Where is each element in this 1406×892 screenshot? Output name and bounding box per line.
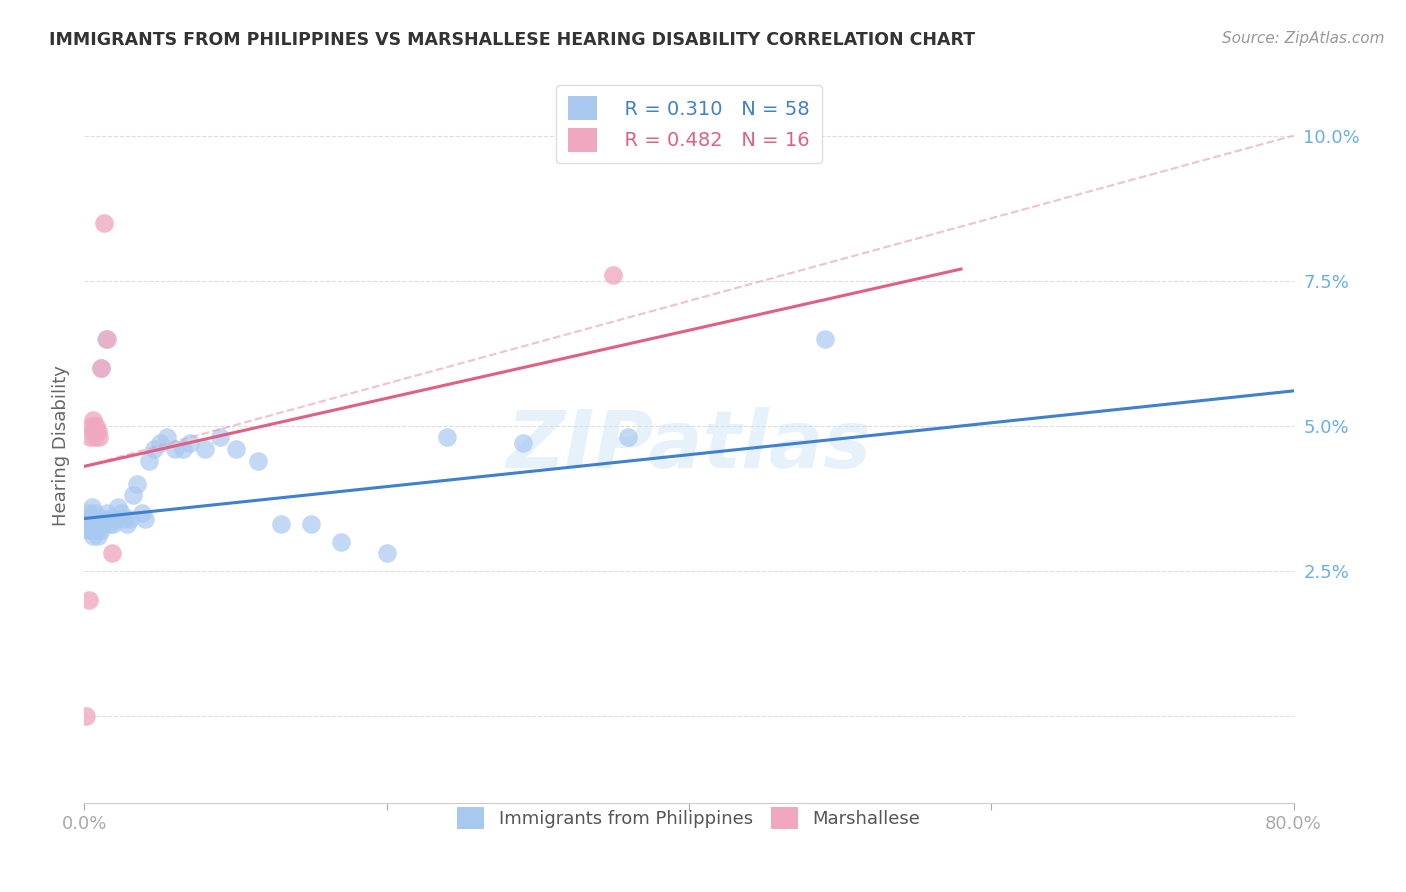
Point bbox=[94, 332, 117, 346]
Point bbox=[110, 506, 132, 520]
Point bbox=[814, 332, 837, 346]
Point bbox=[247, 453, 270, 467]
Point bbox=[98, 517, 121, 532]
Point bbox=[79, 511, 101, 525]
Point bbox=[76, 511, 98, 525]
Point bbox=[79, 430, 101, 444]
Point bbox=[299, 517, 322, 532]
Point bbox=[77, 517, 100, 532]
Point bbox=[90, 360, 112, 375]
Point bbox=[165, 442, 187, 456]
Point bbox=[77, 506, 100, 520]
Point bbox=[89, 430, 111, 444]
Point bbox=[121, 488, 143, 502]
Point bbox=[100, 511, 122, 525]
Point bbox=[84, 425, 107, 439]
Text: Source: ZipAtlas.com: Source: ZipAtlas.com bbox=[1222, 31, 1385, 46]
Point bbox=[86, 418, 108, 433]
Point bbox=[436, 430, 458, 444]
Point bbox=[80, 418, 103, 433]
Point bbox=[91, 517, 114, 532]
Point bbox=[84, 517, 107, 532]
Point bbox=[172, 442, 194, 456]
Point bbox=[617, 430, 640, 444]
Point bbox=[75, 708, 97, 723]
Point bbox=[87, 517, 110, 532]
Legend: Immigrants from Philippines, Marshallese: Immigrants from Philippines, Marshallese bbox=[450, 800, 928, 837]
Point bbox=[96, 506, 118, 520]
Point bbox=[127, 476, 149, 491]
Point bbox=[82, 511, 104, 525]
Point bbox=[104, 511, 127, 525]
Point bbox=[87, 529, 110, 543]
Point bbox=[90, 360, 112, 375]
Point bbox=[156, 430, 179, 444]
Point bbox=[86, 511, 108, 525]
Point bbox=[80, 517, 103, 532]
Point bbox=[149, 436, 172, 450]
Point bbox=[89, 511, 111, 525]
Point bbox=[96, 332, 118, 346]
Point bbox=[138, 453, 160, 467]
Point bbox=[375, 546, 398, 560]
Point bbox=[270, 517, 292, 532]
Point bbox=[179, 436, 201, 450]
Point bbox=[97, 511, 120, 525]
Point bbox=[101, 517, 124, 532]
Point bbox=[75, 517, 97, 532]
Point bbox=[330, 534, 353, 549]
Point bbox=[79, 523, 101, 537]
Point bbox=[93, 511, 115, 525]
Point bbox=[512, 436, 534, 450]
Point bbox=[82, 413, 104, 427]
Point bbox=[602, 268, 624, 282]
Point bbox=[112, 511, 135, 525]
Point bbox=[131, 506, 153, 520]
Point bbox=[84, 430, 107, 444]
Text: IMMIGRANTS FROM PHILIPPINES VS MARSHALLESE HEARING DISABILITY CORRELATION CHART: IMMIGRANTS FROM PHILIPPINES VS MARSHALLE… bbox=[49, 31, 976, 49]
Point bbox=[77, 592, 100, 607]
Point bbox=[115, 517, 138, 532]
Point bbox=[209, 430, 232, 444]
Point bbox=[100, 546, 122, 560]
Point bbox=[89, 517, 111, 532]
Point bbox=[142, 442, 165, 456]
Point bbox=[93, 216, 115, 230]
Y-axis label: Hearing Disability: Hearing Disability bbox=[52, 366, 70, 526]
Point bbox=[82, 425, 104, 439]
Point bbox=[86, 523, 108, 537]
Point bbox=[118, 511, 141, 525]
Point bbox=[80, 500, 103, 514]
Point bbox=[194, 442, 217, 456]
Point bbox=[134, 511, 156, 525]
Point bbox=[82, 529, 104, 543]
Point bbox=[225, 442, 247, 456]
Point bbox=[107, 500, 129, 514]
Point bbox=[90, 523, 112, 537]
Point bbox=[84, 506, 107, 520]
Point bbox=[87, 425, 110, 439]
Text: ZIPatlas: ZIPatlas bbox=[506, 407, 872, 485]
Point bbox=[76, 523, 98, 537]
